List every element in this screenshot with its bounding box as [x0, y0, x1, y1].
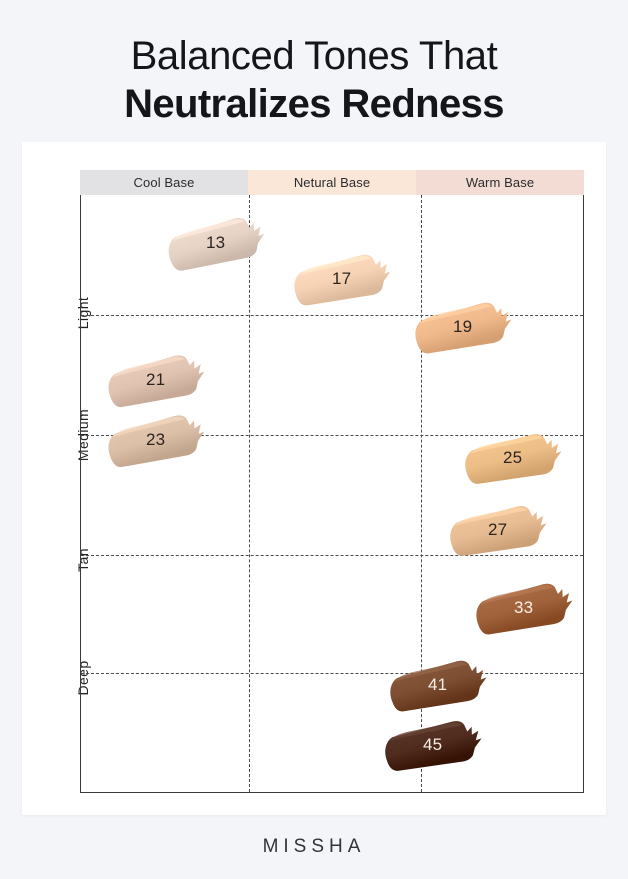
swatch-smear-shape [390, 661, 487, 712]
swatch-number-label: 25 [503, 448, 524, 468]
swatch-smear-shape [450, 506, 547, 556]
shade-swatch-41[interactable]: 41 [383, 655, 493, 716]
gridline-horizontal-light [81, 315, 583, 316]
swatch-number-label: 41 [428, 675, 448, 695]
shade-swatch-25[interactable]: 25 [459, 428, 569, 488]
title-line-2: Neutralizes Redness [124, 82, 504, 126]
shade-matrix-card: Cool Base Netural Base Warm Base Light M… [22, 142, 606, 815]
gridline-horizontal-medium [81, 435, 583, 436]
column-header-row: Cool Base Netural Base Warm Base [80, 170, 584, 195]
title-line-1: Balanced Tones That [130, 34, 498, 78]
swatch-number-label: 23 [145, 430, 166, 450]
swatch-smear-shape [385, 721, 482, 771]
gridline-horizontal-tan [81, 555, 583, 556]
swatch-smear-shape [108, 415, 204, 468]
shade-matrix-chart: Cool Base Netural Base Warm Base Light M… [75, 170, 584, 793]
plot-area [80, 195, 584, 793]
shade-swatch-45[interactable]: 45 [378, 715, 488, 775]
swatch-smear-shape [415, 302, 512, 353]
swatch-number-label: 33 [513, 597, 534, 617]
swatch-smear-shape [108, 355, 204, 408]
shade-swatch-21[interactable]: 21 [100, 349, 210, 412]
swatch-smear-shape [294, 254, 391, 306]
gridline-vertical-1 [249, 195, 250, 792]
swatch-number-label: 21 [145, 370, 166, 390]
swatch-smear-shape [475, 583, 572, 635]
swatch-smear-shape [168, 217, 265, 271]
swatch-smear-shape [465, 434, 562, 484]
shade-swatch-33[interactable]: 33 [468, 577, 578, 638]
swatch-number-label: 13 [206, 232, 226, 252]
swatch-number-label: 19 [453, 316, 473, 336]
shade-swatch-17[interactable]: 17 [287, 248, 397, 309]
gridline-horizontal-deep [81, 673, 583, 674]
swatch-layer: 13 17 19 21 23 25 27 33 41 45 [80, 195, 584, 793]
swatch-number-label: 17 [332, 268, 352, 288]
column-header-netural-base: Netural Base [248, 170, 416, 195]
shade-swatch-23[interactable]: 23 [100, 409, 210, 472]
shade-swatch-19[interactable]: 19 [408, 296, 518, 357]
shade-swatch-27[interactable]: 27 [444, 500, 554, 560]
gridline-vertical-2 [421, 195, 422, 792]
page-title: Balanced Tones That Neutralizes Redness [0, 32, 628, 129]
column-header-warm-base: Warm Base [416, 170, 584, 195]
swatch-number-label: 27 [488, 519, 508, 539]
column-header-cool-base: Cool Base [80, 170, 248, 195]
shade-swatch-13[interactable]: 13 [161, 210, 272, 275]
swatch-number-label: 45 [423, 735, 443, 755]
brand-logo: MISSHA [262, 836, 366, 857]
